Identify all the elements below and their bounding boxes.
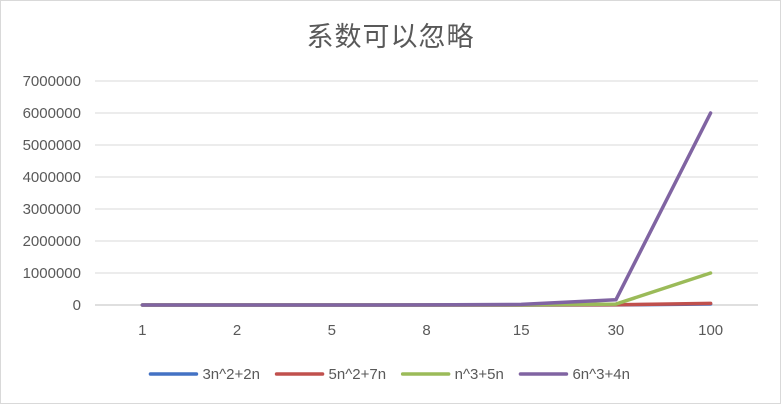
y-tick-label: 4000000	[23, 169, 81, 186]
y-tick-label: 6000000	[23, 105, 81, 122]
x-tick-label: 2	[233, 322, 241, 339]
y-tick-label: 5000000	[23, 137, 81, 154]
y-tick-label: 1000000	[23, 265, 81, 282]
legend-label: n^3+5n	[455, 366, 504, 383]
y-tick-label: 0	[73, 297, 81, 314]
x-tick-label: 8	[422, 322, 430, 339]
legend-label: 6n^3+4n	[572, 366, 630, 383]
x-tick-label: 1	[138, 322, 146, 339]
y-tick-label: 3000000	[23, 201, 81, 218]
x-tick-label: 15	[513, 322, 530, 339]
legend-label: 3n^2+2n	[202, 366, 260, 383]
y-tick-label: 7000000	[23, 73, 81, 90]
legend-label: 5n^2+7n	[329, 366, 387, 383]
x-tick-label: 5	[328, 322, 336, 339]
x-tick-label: 30	[608, 322, 625, 339]
x-tick-label: 100	[698, 322, 723, 339]
y-tick-label: 2000000	[23, 233, 81, 250]
